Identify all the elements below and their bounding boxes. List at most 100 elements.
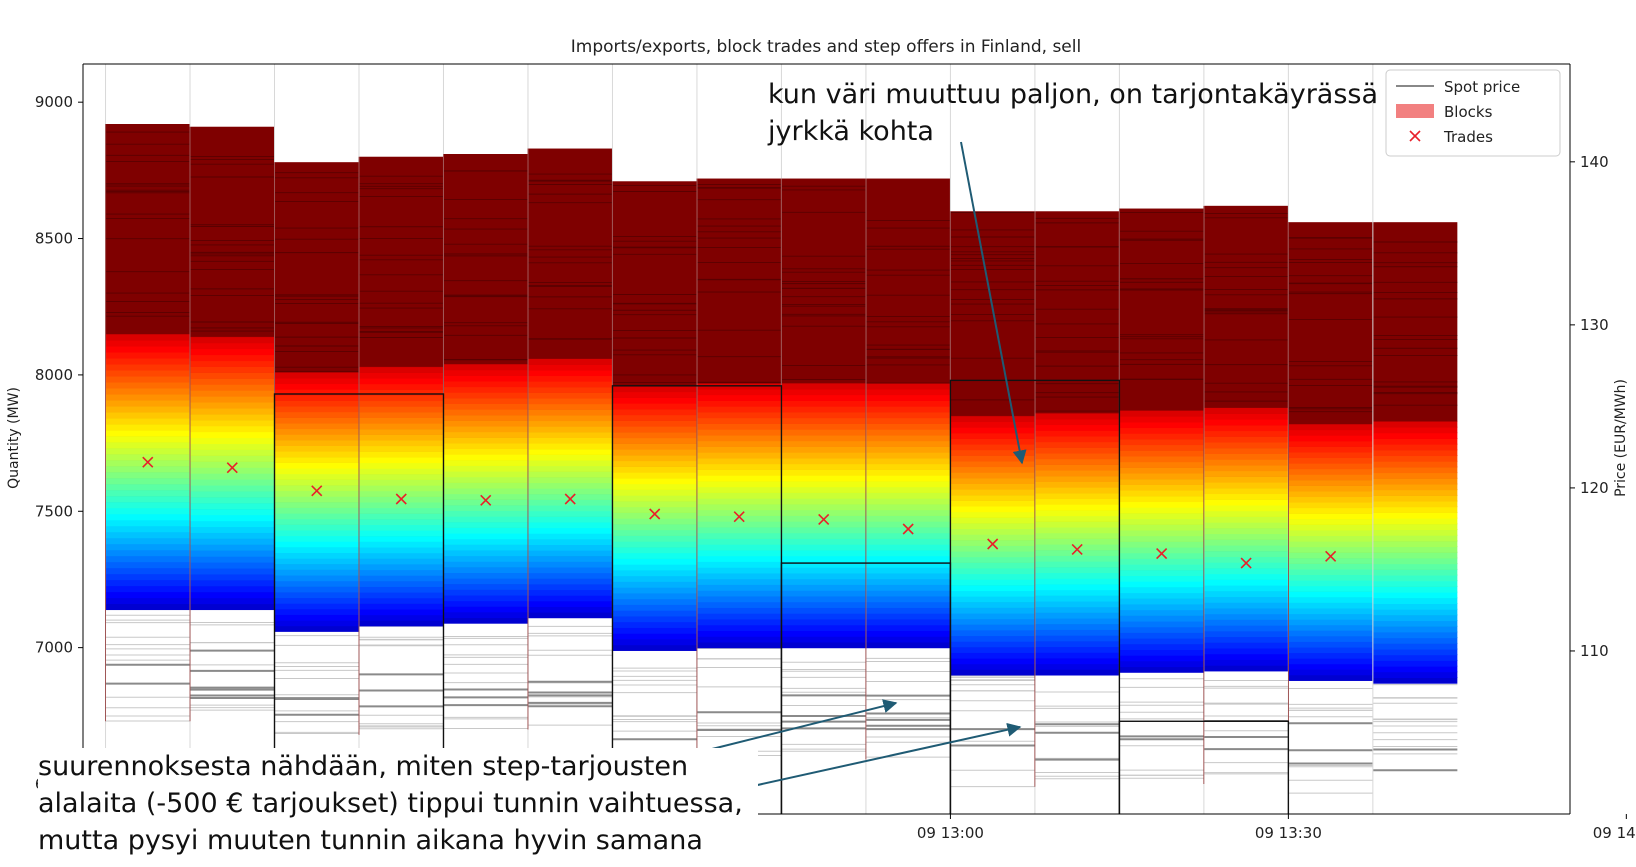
step-band (1119, 660, 1204, 668)
step-band (865, 544, 951, 551)
step-band (612, 403, 697, 410)
step-band (1372, 523, 1458, 531)
step-band (696, 394, 782, 401)
step-band (527, 612, 613, 619)
step-band (1203, 510, 1289, 517)
step-band (1034, 578, 1120, 585)
step-band (1372, 626, 1458, 633)
step-band (696, 457, 782, 465)
step-band (1119, 620, 1204, 628)
step-band (527, 482, 613, 489)
step-band (865, 411, 951, 419)
step-band (612, 483, 697, 490)
step-band (950, 635, 1035, 642)
step-band (865, 630, 951, 637)
step-band (358, 462, 444, 469)
step-band (865, 578, 951, 585)
step-band (865, 613, 951, 620)
step-band (274, 512, 359, 520)
step-band (612, 546, 697, 554)
annotation-arrows (707, 141, 1027, 791)
step-band (1203, 642, 1289, 649)
step-band (781, 549, 866, 557)
step-band (612, 638, 697, 646)
step-band (105, 393, 191, 401)
step-band (1119, 495, 1204, 503)
step-band (1372, 671, 1458, 678)
step-band (1203, 419, 1289, 426)
trade-marker-7 (733, 511, 745, 523)
step-band (696, 521, 782, 528)
step-band (190, 579, 275, 587)
step-band (696, 388, 782, 396)
step-band (443, 594, 528, 602)
step-band (781, 595, 866, 603)
step-band (358, 445, 444, 452)
step-band (1034, 657, 1120, 665)
step-band (358, 473, 444, 480)
step-band (865, 434, 951, 442)
step-band (1372, 500, 1458, 508)
step-band (105, 339, 191, 347)
step-band (696, 595, 782, 603)
step-band (1119, 569, 1204, 577)
step-band (105, 567, 191, 575)
step-band (865, 457, 951, 465)
y2-tick-label: 120 (1580, 479, 1609, 497)
step-band (1119, 438, 1204, 446)
step-band (950, 539, 1035, 546)
step-band (1203, 413, 1289, 420)
step-band (696, 636, 782, 643)
trade-marker-8 (818, 513, 830, 526)
step-band (1034, 509, 1120, 517)
step-band (358, 530, 444, 537)
step-band (1372, 603, 1458, 610)
step-band (950, 449, 1035, 456)
step-band (950, 505, 1035, 513)
step-band (1119, 490, 1204, 497)
step-band (190, 366, 275, 373)
y2-tick-label: 110 (1580, 642, 1609, 660)
step-band (865, 423, 951, 430)
interval-6 (611, 64, 697, 814)
step-band (1034, 583, 1120, 591)
step-band (950, 624, 1035, 631)
step-band (274, 586, 359, 593)
step-band (1034, 526, 1120, 534)
step-band (1288, 619, 1373, 626)
step-band (443, 448, 528, 455)
step-band (612, 633, 697, 640)
step-band (696, 590, 782, 597)
step-band (1034, 555, 1120, 562)
step-band (781, 423, 866, 430)
step-band (358, 485, 444, 492)
step-band (1288, 541, 1373, 548)
step-band (781, 383, 866, 390)
step-band (1203, 590, 1289, 598)
high-price-step-region (105, 124, 191, 334)
step-band (274, 603, 359, 610)
step-band (358, 451, 444, 458)
step-band (1203, 613, 1289, 620)
step-band (696, 630, 782, 637)
step-band (781, 452, 866, 459)
step-band (696, 624, 782, 631)
step-band (443, 409, 528, 416)
step-band (443, 487, 528, 495)
step-band (1288, 435, 1373, 442)
high-price-step-region (696, 178, 782, 384)
x-tick-label: 09 13:30 (1255, 824, 1322, 842)
low-price-step-region (1034, 674, 1120, 787)
step-band (1203, 636, 1289, 643)
step-band (696, 469, 782, 476)
step-band (443, 516, 528, 523)
step-band (274, 411, 359, 418)
step-band (1288, 518, 1373, 525)
step-band (696, 578, 782, 585)
step-band (274, 383, 359, 390)
step-band (950, 477, 1035, 485)
step-band (696, 406, 782, 413)
step-band (865, 498, 951, 505)
step-band (105, 483, 191, 491)
